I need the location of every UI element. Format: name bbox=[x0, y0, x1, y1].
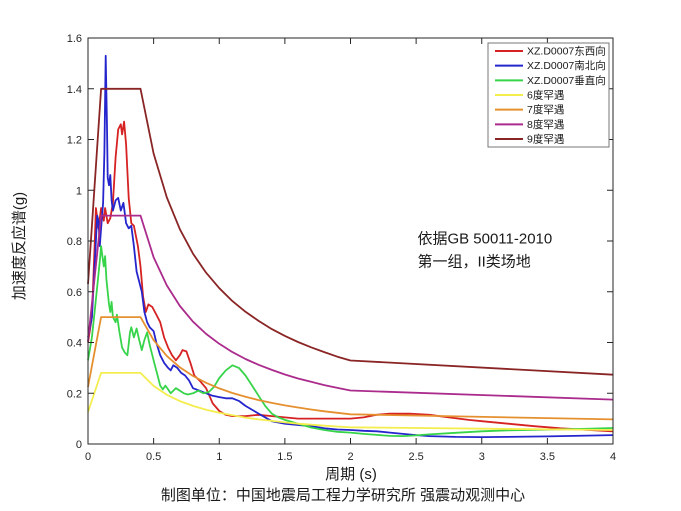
series-line-ns bbox=[87, 54, 614, 439]
legend-label: XZ.D0007垂直向 bbox=[527, 74, 606, 87]
annotation-line: 第一组，II类场地 bbox=[417, 252, 530, 270]
x-tick-label: 0 bbox=[85, 451, 91, 463]
legend-label: XZ.D0007东西向 bbox=[527, 45, 606, 58]
y-tick-label: 1 bbox=[76, 185, 82, 197]
legend-label: 9度罕遇 bbox=[527, 133, 565, 146]
legend-item-rare7: 7度罕遇 bbox=[495, 103, 565, 116]
legend-label: XZ.D0007南北向 bbox=[527, 59, 606, 72]
y-tick-label: 1.4 bbox=[67, 84, 82, 96]
annotation-line: 依据GB 50011-2010 bbox=[417, 231, 552, 248]
x-tick-label: 0.5 bbox=[146, 451, 161, 463]
x-tick-label: 2.5 bbox=[408, 451, 423, 463]
legend-item-ud: XZ.D0007垂直向 bbox=[495, 74, 606, 87]
y-tick-label: 0.8 bbox=[67, 236, 82, 248]
series-line-rare9 bbox=[87, 87, 614, 376]
x-tick-label: 1 bbox=[216, 451, 222, 463]
legend-label: 7度罕遇 bbox=[527, 103, 565, 116]
y-tick-label: 1.2 bbox=[67, 135, 82, 147]
x-tick-label: 4 bbox=[610, 451, 616, 463]
legend-item-ew: XZ.D0007东西向 bbox=[495, 45, 606, 58]
x-tick-label: 3.5 bbox=[540, 451, 555, 463]
series-line-rare6 bbox=[87, 371, 614, 431]
y-axis-label: 加速度反应谱(g) bbox=[10, 192, 28, 300]
legend-label: 6度罕遇 bbox=[527, 89, 565, 102]
x-tick-label: 2 bbox=[347, 451, 353, 463]
legend-item-rare6: 6度罕遇 bbox=[495, 89, 565, 102]
annotation: 依据GB 50011-2010 第一组，II类场地 bbox=[417, 231, 552, 271]
y-tick-label: 0 bbox=[76, 439, 82, 451]
x-tick-label: 1.5 bbox=[277, 451, 292, 463]
x-axis-label: 周期 (s) bbox=[325, 466, 377, 483]
legend-item-rare8: 8度罕遇 bbox=[495, 118, 565, 131]
legend-label: 8度罕遇 bbox=[527, 118, 565, 131]
series-line-ud bbox=[87, 245, 614, 438]
y-tick-label: 0.4 bbox=[67, 338, 82, 350]
y-tick-label: 1.6 bbox=[67, 33, 82, 45]
y-tick-label: 0.2 bbox=[67, 388, 82, 400]
y-tick-label: 0.6 bbox=[67, 287, 82, 299]
legend-item-rare9: 9度罕遇 bbox=[495, 133, 565, 146]
x-tick-label: 3 bbox=[479, 451, 485, 463]
series-line-rare8 bbox=[87, 214, 614, 401]
caption: 制图单位：中国地震局工程力学研究所 强震动观测中心 bbox=[161, 487, 525, 504]
series-line-rare7 bbox=[87, 316, 614, 421]
legend-item-ns: XZ.D0007南北向 bbox=[495, 59, 606, 72]
